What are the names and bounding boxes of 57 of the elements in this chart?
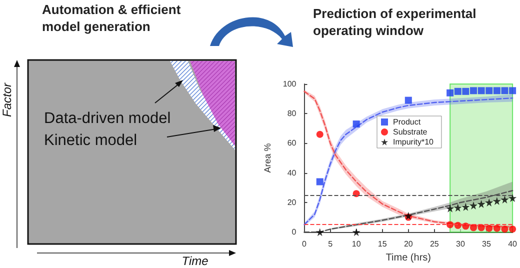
text: Data-driven model	[44, 110, 171, 127]
point	[470, 224, 477, 232]
x-tick-label: 35	[482, 240, 492, 249]
point	[509, 226, 516, 233]
y-tick-label: 80	[287, 109, 297, 118]
point	[446, 204, 454, 212]
point	[509, 87, 516, 94]
point	[404, 96, 412, 104]
point	[462, 202, 470, 211]
y-tick-label: 20	[287, 198, 297, 207]
point	[446, 89, 454, 96]
text: Factor	[0, 82, 14, 118]
point	[492, 197, 501, 205]
x-axis-title: Time (hrs)	[386, 252, 431, 264]
y-tick-label: 0	[292, 228, 297, 237]
point	[493, 87, 500, 94]
point	[316, 228, 324, 236]
point	[478, 87, 485, 94]
text: Time	[182, 254, 209, 268]
point	[486, 224, 493, 232]
point	[316, 178, 324, 186]
point	[486, 87, 493, 94]
point	[352, 228, 360, 236]
point	[352, 190, 360, 198]
y-tick-label: 60	[287, 138, 297, 148]
point	[454, 204, 462, 212]
x-tick-label: 40	[508, 240, 518, 249]
legend-label: Impurity*10	[393, 138, 434, 146]
point	[477, 200, 486, 208]
point	[478, 224, 485, 232]
y-tick-label: 100	[282, 80, 297, 88]
x-tick-label: 0	[302, 240, 308, 249]
x-tick-label: 20	[404, 240, 414, 249]
x-tick-label: 30	[456, 240, 466, 249]
point	[316, 130, 324, 138]
point	[352, 120, 360, 128]
point	[501, 87, 508, 94]
point	[501, 226, 508, 233]
point	[493, 224, 500, 232]
text: Automation & efficient model generation	[42, 1, 182, 35]
text: Kinetic model	[44, 132, 138, 149]
point	[500, 196, 509, 204]
point	[508, 194, 517, 202]
x-tick-label: 10	[352, 240, 362, 249]
y-axis-title: Area %	[262, 143, 272, 173]
legend-label: Substrate	[393, 128, 428, 136]
point	[470, 87, 477, 94]
point	[485, 198, 494, 206]
point	[454, 88, 462, 95]
x-tick-label: 25	[430, 240, 440, 249]
point	[469, 201, 478, 210]
x-tick-label: 5	[328, 240, 334, 249]
legend-label: Product	[393, 118, 422, 126]
y-tick-label: 40	[287, 168, 297, 178]
chart-title: Prediction of experimental operating window	[313, 6, 480, 38]
point	[462, 88, 470, 95]
x-tick-label: 15	[378, 240, 388, 249]
